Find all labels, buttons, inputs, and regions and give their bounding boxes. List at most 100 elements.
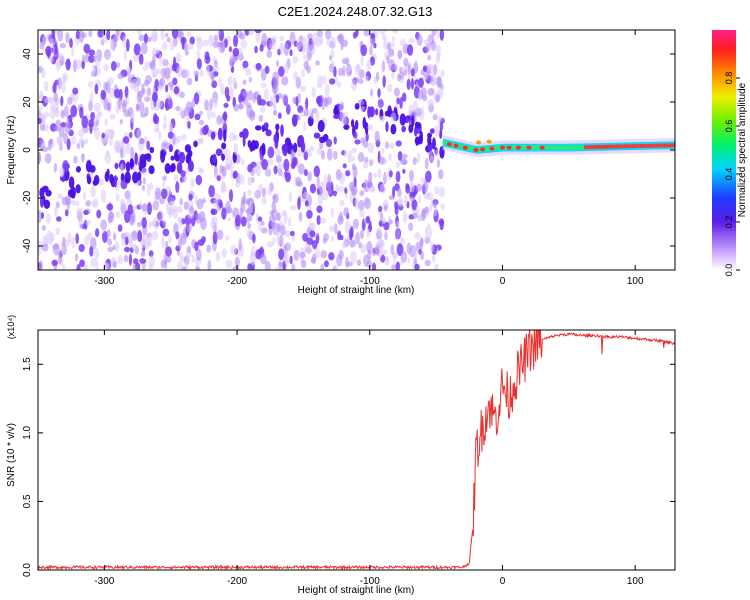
spectrogram-cell: [424, 206, 429, 214]
spectrogram-cell: [435, 94, 441, 103]
spectrogram-cell: [410, 77, 415, 90]
spectrogram-cell: [113, 88, 121, 99]
spectrogram-cell: [185, 167, 190, 175]
spectrogram-cell: [412, 212, 418, 219]
spectrogram-y-tick-label: 0: [22, 147, 33, 153]
spectrogram-cell: [64, 209, 69, 217]
spectrogram-cell: [417, 77, 424, 88]
spectrogram-cell: [276, 222, 281, 233]
spectrogram-cell: [468, 146, 471, 151]
spectrogram-cell: [439, 30, 445, 41]
spectrogram-cell: [613, 144, 617, 149]
spectrogram-cell: [103, 81, 108, 91]
spectrogram-cell: [289, 230, 295, 237]
spectrogram-cell: [357, 78, 364, 85]
spectrogram-cell: [168, 208, 175, 216]
spectrogram-cell: [55, 227, 61, 236]
spectrogram-cell: [354, 103, 360, 110]
spectrogram-cell: [153, 197, 157, 211]
snr-x-tick-label: -100: [360, 576, 380, 587]
spectrogram-cell: [354, 139, 361, 145]
spectrogram-cell: [310, 112, 314, 120]
spectrogram-cell: [125, 38, 130, 52]
spectrogram-cell: [94, 247, 100, 261]
spectrogram-cell: [428, 204, 432, 213]
spectrogram-cell: [376, 227, 382, 235]
spectrogram-cell: [397, 187, 402, 198]
spectrogram-hot-spot: [506, 145, 512, 150]
spectrogram-cell: [146, 140, 151, 151]
spectrogram-cell: [49, 55, 54, 64]
spectrogram-cell: [102, 221, 106, 234]
spectrogram-cell: [647, 143, 651, 148]
spectrogram-cell: [259, 44, 264, 52]
spectrogram-cell: [397, 49, 403, 60]
spectrogram-cell: [94, 228, 100, 238]
spectrogram-cell: [185, 69, 191, 77]
spectrogram-cell: [49, 38, 55, 48]
spectrogram-cell: [79, 259, 85, 268]
spectrogram-cell: [335, 184, 340, 194]
spectrogram-cell: [65, 102, 69, 112]
spectrogram-cell: [38, 66, 43, 73]
spectrogram-cell: [136, 221, 142, 227]
spectrogram-cell: [360, 243, 367, 254]
spectrogram-cell: [137, 230, 143, 243]
spectrogram-cell: [367, 124, 374, 131]
spectrogram-cell: [377, 239, 384, 246]
spectrogram-cell: [40, 212, 45, 220]
spectrogram-cell: [514, 145, 517, 150]
spectrogram-cell: [169, 40, 175, 51]
spectrogram-cell: [313, 165, 320, 178]
spectrogram-cell: [356, 259, 362, 266]
spectrogram-cell: [141, 217, 147, 229]
spectrogram-cell: [163, 253, 167, 265]
spectrogram-cell: [359, 190, 365, 197]
spectrogram-cell: [260, 253, 267, 265]
spectrogram-cell: [342, 163, 347, 169]
spectrogram-cell: [385, 121, 389, 133]
spectrogram-hot-spot: [486, 139, 492, 144]
spectrogram-cell: [161, 41, 168, 51]
spectrogram-cell: [311, 32, 319, 46]
snr-series-line: [38, 330, 675, 570]
spectrogram-cell: [345, 170, 351, 177]
spectrogram-cell: [252, 233, 256, 244]
spectrogram-cell: [321, 190, 329, 201]
spectrogram-cell: [96, 209, 102, 219]
spectrogram-cell: [254, 125, 262, 131]
spectrogram-cell: [206, 63, 210, 76]
spectrogram-cell: [292, 55, 299, 64]
spectrogram-cell: [106, 168, 110, 179]
spectrogram-cell: [419, 238, 424, 251]
spectrogram-y-tick-label: 40: [22, 48, 33, 60]
spectrogram-cell: [379, 156, 385, 165]
spectrogram-cell: [38, 105, 43, 112]
spectrogram-cell: [327, 187, 333, 194]
spectrogram-cell: [139, 258, 147, 264]
spectrogram-cell: [399, 237, 405, 245]
spectrogram-cell: [58, 53, 64, 62]
spectrogram-cell: [90, 185, 96, 198]
spectrogram-cell: [318, 136, 326, 144]
spectrogram-cell: [609, 144, 613, 149]
spectrogram-cell: [470, 146, 473, 151]
spectrogram-cell: [199, 167, 204, 175]
spectrogram-cell: [338, 67, 344, 77]
spectrogram-cell: [75, 59, 83, 70]
spectrogram-cell: [486, 147, 489, 151]
spectrogram-cell: [252, 92, 256, 104]
spectrogram-cell: [351, 147, 357, 154]
spectrogram-cell: [316, 30, 323, 38]
spectrogram-cell: [302, 232, 309, 242]
spectrogram-cell: [378, 98, 384, 110]
spectrogram-cell: [377, 168, 382, 178]
spectrogram-cell: [78, 128, 85, 138]
spectrogram-cell: [333, 136, 337, 145]
spectrogram-cell: [277, 168, 283, 177]
spectrogram-cell: [169, 83, 174, 92]
spectrogram-cell: [162, 122, 168, 130]
spectrogram-cell: [83, 209, 89, 216]
spectrogram-cell: [179, 91, 185, 99]
spectrogram-cell: [337, 230, 342, 241]
